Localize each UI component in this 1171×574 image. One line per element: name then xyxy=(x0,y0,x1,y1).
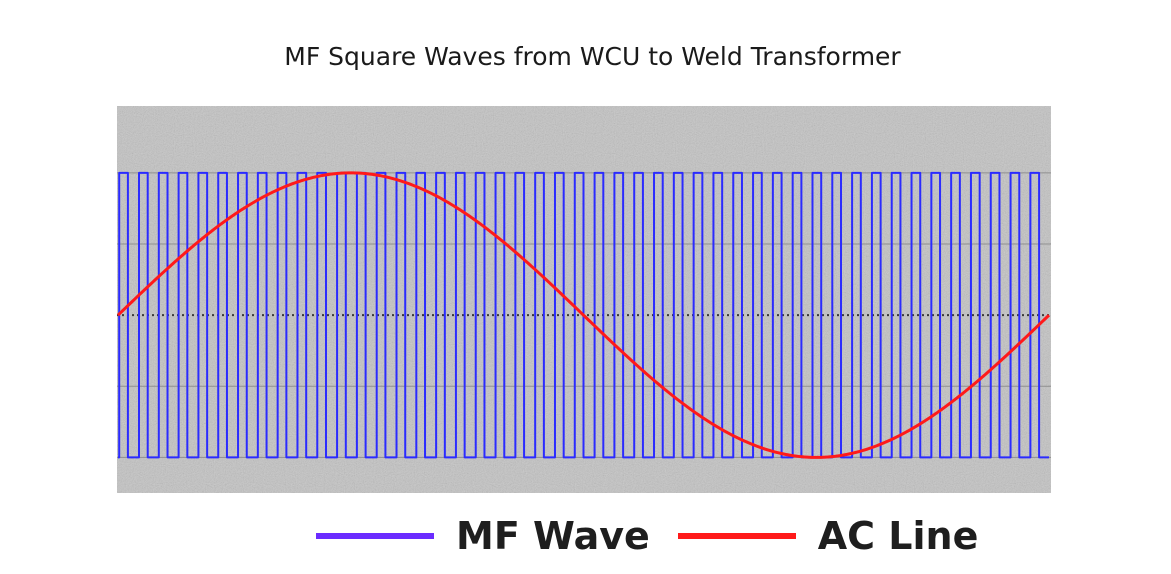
series-line-mf-wave xyxy=(118,171,1049,459)
legend-item-mf-wave: MF Wave xyxy=(316,514,650,558)
legend-swatch-mf-wave xyxy=(316,533,434,539)
series-layer xyxy=(116,171,1051,459)
series-line-ac-line xyxy=(116,171,1051,459)
chart-title: MF Square Waves from WCU to Weld Transfo… xyxy=(284,42,901,71)
legend-swatch-ac-line xyxy=(677,533,796,539)
legend-label-mf-wave: MF Wave xyxy=(456,514,650,558)
legend: MF Wave AC Line xyxy=(316,508,978,564)
legend-item-ac-line: AC Line xyxy=(677,514,979,558)
legend-label-ac-line: AC Line xyxy=(817,514,979,558)
